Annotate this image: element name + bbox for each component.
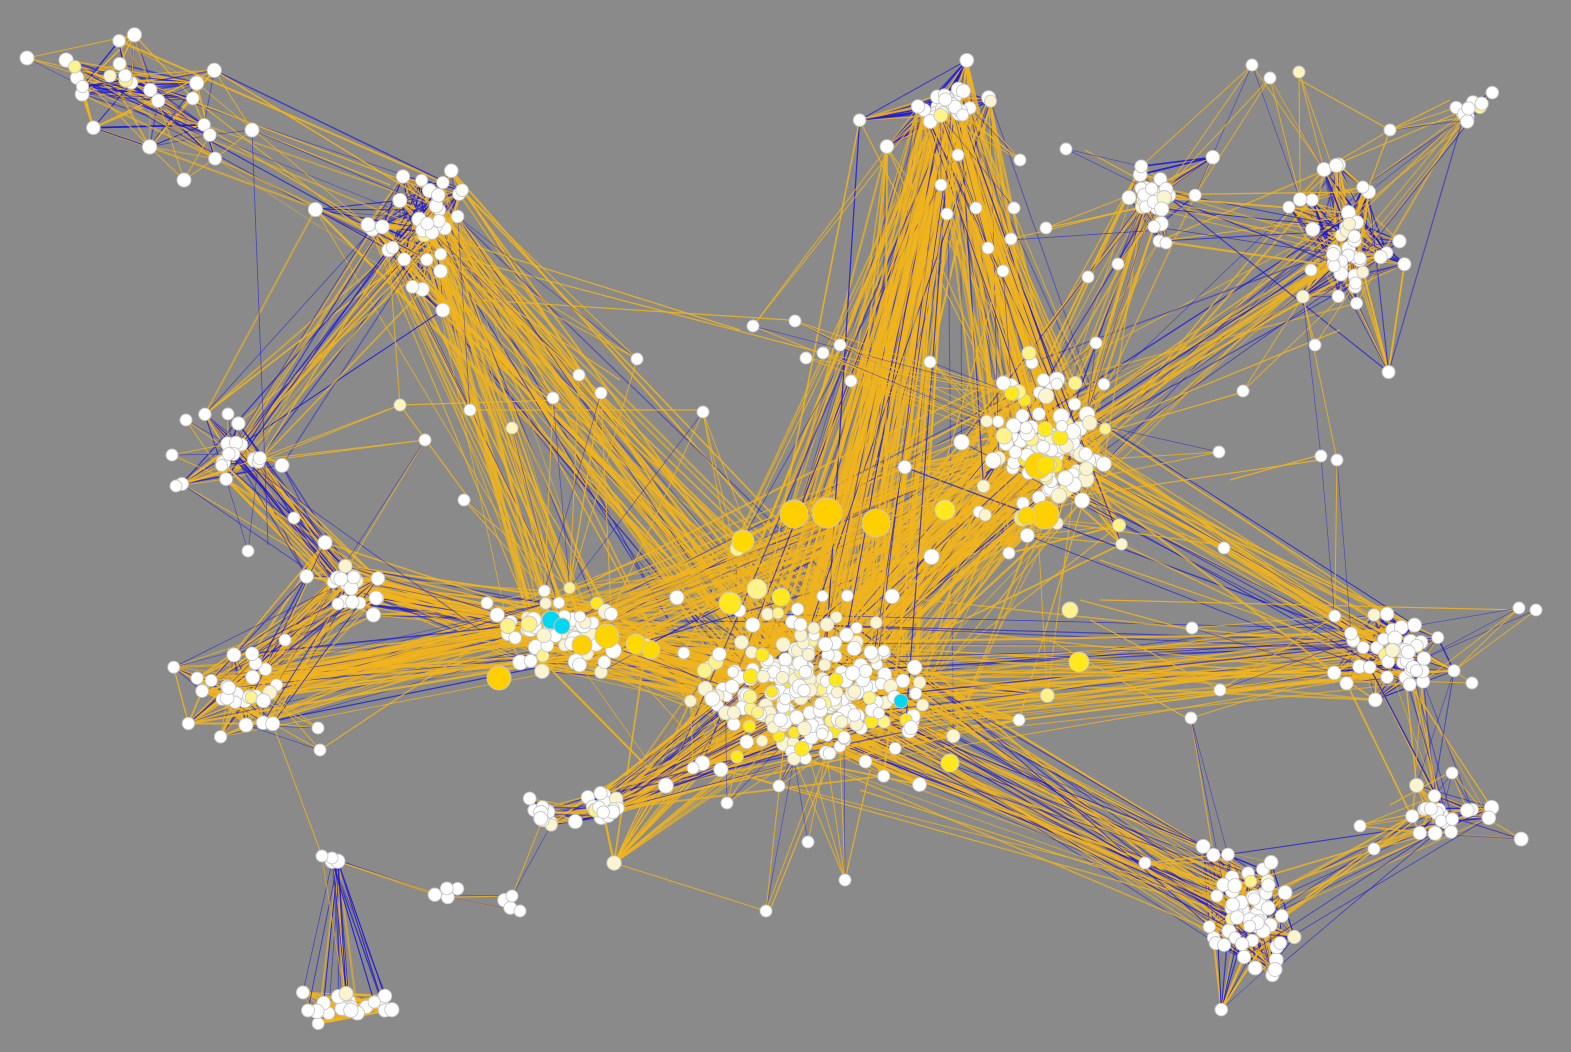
cluster-edge	[74, 66, 205, 126]
cluster-edge	[1164, 156, 1213, 192]
cluster-edge	[133, 34, 194, 99]
cluster-edge	[1471, 808, 1522, 840]
cluster-edge	[367, 175, 404, 226]
cluster-edge	[1140, 156, 1213, 176]
cluster-edge	[1141, 156, 1213, 168]
cluster-edge	[399, 182, 444, 201]
cluster-edge	[82, 86, 205, 126]
cluster-edge	[118, 40, 216, 160]
cluster-edge	[149, 146, 216, 160]
cluster-edge	[1368, 191, 1390, 373]
cluster-edge	[93, 127, 150, 148]
cluster-edge	[1362, 272, 1390, 373]
cluster-edge	[203, 70, 215, 125]
cluster-edge	[1008, 524, 1120, 554]
cluster-edge	[133, 34, 152, 91]
cluster-edge	[76, 77, 211, 136]
cluster-edge	[859, 105, 919, 122]
cluster-edge	[81, 93, 211, 136]
cluster-edge	[173, 667, 190, 724]
cluster-edge	[1220, 956, 1245, 1010]
cluster-edge	[859, 59, 968, 121]
cluster-edge	[1221, 959, 1277, 1010]
cluster-edge	[1416, 784, 1492, 808]
cluster-edge	[81, 40, 120, 87]
cluster-edge	[1354, 263, 1405, 288]
cluster-edge	[1270, 862, 1295, 938]
cluster-edge	[181, 464, 222, 485]
cluster-edge	[793, 758, 920, 786]
cluster-edge	[65, 59, 216, 160]
cluster-edge	[1387, 264, 1406, 373]
